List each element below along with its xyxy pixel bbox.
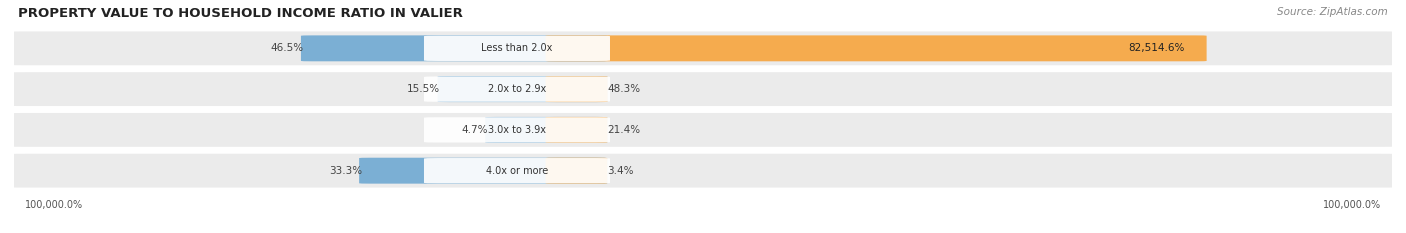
FancyBboxPatch shape [546, 35, 1206, 61]
FancyBboxPatch shape [301, 35, 607, 61]
FancyBboxPatch shape [546, 158, 607, 184]
Text: 21.4%: 21.4% [607, 125, 641, 135]
FancyBboxPatch shape [4, 154, 1402, 188]
Text: 48.3%: 48.3% [607, 84, 641, 94]
Text: 4.7%: 4.7% [461, 125, 488, 135]
Text: Less than 2.0x: Less than 2.0x [481, 43, 553, 53]
FancyBboxPatch shape [4, 31, 1402, 65]
FancyBboxPatch shape [437, 76, 607, 102]
Text: 100,000.0%: 100,000.0% [1323, 200, 1381, 210]
Text: 3.0x to 3.9x: 3.0x to 3.9x [488, 125, 546, 135]
FancyBboxPatch shape [425, 36, 610, 61]
FancyBboxPatch shape [4, 113, 1402, 147]
FancyBboxPatch shape [485, 117, 607, 143]
FancyBboxPatch shape [425, 158, 610, 183]
Text: 3.4%: 3.4% [607, 166, 634, 176]
FancyBboxPatch shape [546, 76, 607, 102]
Text: PROPERTY VALUE TO HOUSEHOLD INCOME RATIO IN VALIER: PROPERTY VALUE TO HOUSEHOLD INCOME RATIO… [18, 7, 463, 20]
Text: 15.5%: 15.5% [408, 84, 440, 94]
Text: 4.0x or more: 4.0x or more [486, 166, 548, 176]
Text: 82,514.6%: 82,514.6% [1128, 43, 1185, 53]
FancyBboxPatch shape [4, 72, 1402, 106]
FancyBboxPatch shape [546, 117, 607, 143]
Text: 33.3%: 33.3% [329, 166, 361, 176]
Text: 2.0x to 2.9x: 2.0x to 2.9x [488, 84, 546, 94]
FancyBboxPatch shape [425, 76, 610, 102]
Text: Source: ZipAtlas.com: Source: ZipAtlas.com [1277, 7, 1388, 17]
Text: 100,000.0%: 100,000.0% [25, 200, 83, 210]
FancyBboxPatch shape [359, 158, 607, 184]
Text: 46.5%: 46.5% [270, 43, 304, 53]
FancyBboxPatch shape [425, 117, 610, 143]
